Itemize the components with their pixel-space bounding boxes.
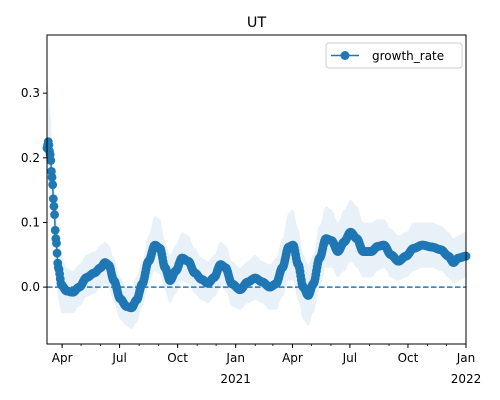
confidence-band — [47, 73, 466, 330]
x-tick-label: Jan — [456, 351, 476, 365]
data-point — [48, 180, 58, 190]
legend-marker — [340, 51, 350, 60]
data-point — [48, 194, 58, 204]
data-point — [47, 172, 57, 182]
data-point — [52, 238, 61, 248]
series-layer — [42, 137, 471, 313]
x-tick-label: Apr — [52, 351, 73, 365]
y-tick-label: 0.0 — [21, 280, 40, 294]
x-tick-label: Jan — [225, 351, 245, 365]
x-tick-label: Jul — [111, 351, 126, 365]
x-tick-label: Oct — [398, 351, 419, 365]
legend: growth_rate — [325, 42, 463, 69]
x-axis: Apr Jul Oct Jan 2021 Apr Jul Oct Jan 2022 — [52, 344, 482, 386]
y-tick-label: 0.2 — [21, 151, 40, 165]
y-tick-label: 0.1 — [21, 215, 40, 229]
x-tick-year-label: 2021 — [220, 372, 251, 386]
data-point — [50, 225, 60, 235]
legend-label: growth_rate — [372, 49, 444, 63]
y-tick-label: 0.3 — [21, 86, 40, 100]
data-point — [46, 156, 56, 165]
x-tick-label: Oct — [167, 351, 188, 365]
confidence-band-area — [47, 73, 466, 330]
data-point — [52, 248, 62, 258]
x-tick-year-label: 2022 — [451, 372, 482, 386]
plot-frame — [46, 34, 467, 345]
y-axis: 0.0 0.1 0.2 0.3 — [21, 86, 47, 294]
data-point — [50, 210, 59, 220]
chart-title: UT — [247, 15, 267, 31]
data-point — [49, 201, 59, 211]
legend-box — [325, 42, 463, 69]
x-tick-label: Jul — [342, 351, 357, 365]
x-tick-label: Apr — [282, 351, 303, 365]
